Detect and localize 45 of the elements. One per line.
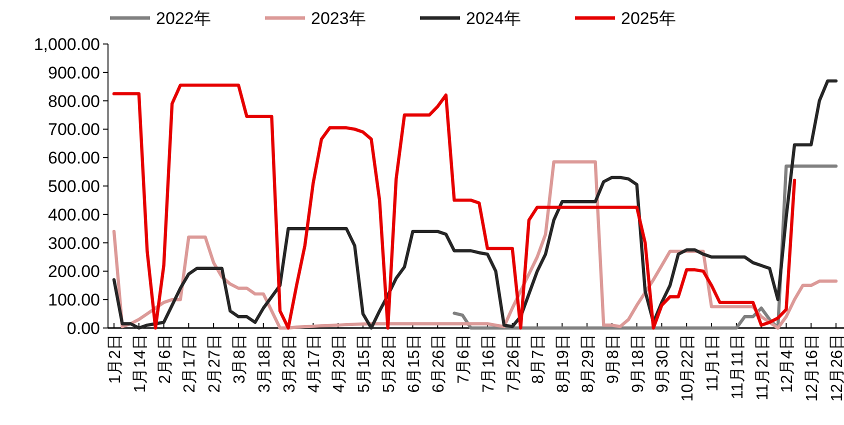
x-tick-label: 4月29日 (331, 334, 348, 393)
legend-label: 2023年 (311, 9, 366, 28)
y-tick-label: 900.00 (48, 63, 100, 82)
y-tick-label: 200.00 (48, 262, 100, 282)
legend-label: 2022年 (156, 9, 211, 28)
x-tick-label: 3月28日 (281, 334, 298, 393)
x-tick-label: 2月6日 (156, 334, 174, 384)
x-tick-label: 6月15日 (406, 334, 423, 393)
y-tick-label: 300.00 (48, 234, 100, 253)
legend-label: 2024年 (466, 9, 521, 28)
x-tick-label: 6月26日 (430, 334, 448, 393)
x-tick-label: 8月29日 (580, 334, 598, 393)
x-tick-label: 7月16日 (480, 334, 498, 393)
x-tick-label: 12月26日 (829, 334, 844, 402)
x-tick-label: 9月8日 (604, 334, 622, 384)
x-tick-label: 3月8日 (231, 334, 248, 384)
x-tick-label: 11月11日 (729, 334, 746, 400)
x-tick-label: 8月7日 (530, 334, 548, 384)
y-tick-label: 400.00 (48, 205, 100, 224)
y-tick-label: 100.00 (48, 290, 100, 310)
x-tick-label: 4月17日 (306, 334, 324, 393)
x-tick-label: 2月17日 (182, 334, 199, 393)
x-tick-label: 1月14日 (132, 334, 149, 393)
y-tick-label: 600.00 (48, 148, 100, 168)
x-tick-label: 5月28日 (380, 334, 398, 393)
y-tick-label: 700.00 (48, 120, 100, 140)
x-tick-label: 12月16日 (804, 334, 822, 402)
x-tick-label: 3月18日 (256, 334, 274, 393)
legend-label: 2025年 (621, 9, 676, 28)
y-tick-label: 0.00 (66, 319, 100, 338)
y-tick-label: 500.00 (48, 177, 100, 196)
x-tick-label: 8月19日 (555, 334, 572, 393)
x-tick-label: 7月6日 (456, 334, 473, 384)
x-tick-label: 2月27日 (206, 334, 224, 393)
x-tick-label: 1月2日 (107, 334, 124, 384)
x-tick-label: 11月1日 (704, 334, 722, 392)
x-tick-label: 9月30日 (654, 334, 672, 393)
x-tick-label: 10月22日 (680, 334, 697, 402)
x-tick-label: 5月15日 (356, 334, 373, 393)
y-tick-label: 1,000.00 (34, 35, 100, 54)
y-tick-label: 800.00 (48, 92, 100, 111)
x-tick-label: 9月18日 (630, 334, 647, 393)
x-tick-label: 12月4日 (779, 334, 796, 393)
x-tick-label: 11月21日 (754, 334, 772, 400)
x-tick-label: 7月26日 (505, 334, 522, 393)
